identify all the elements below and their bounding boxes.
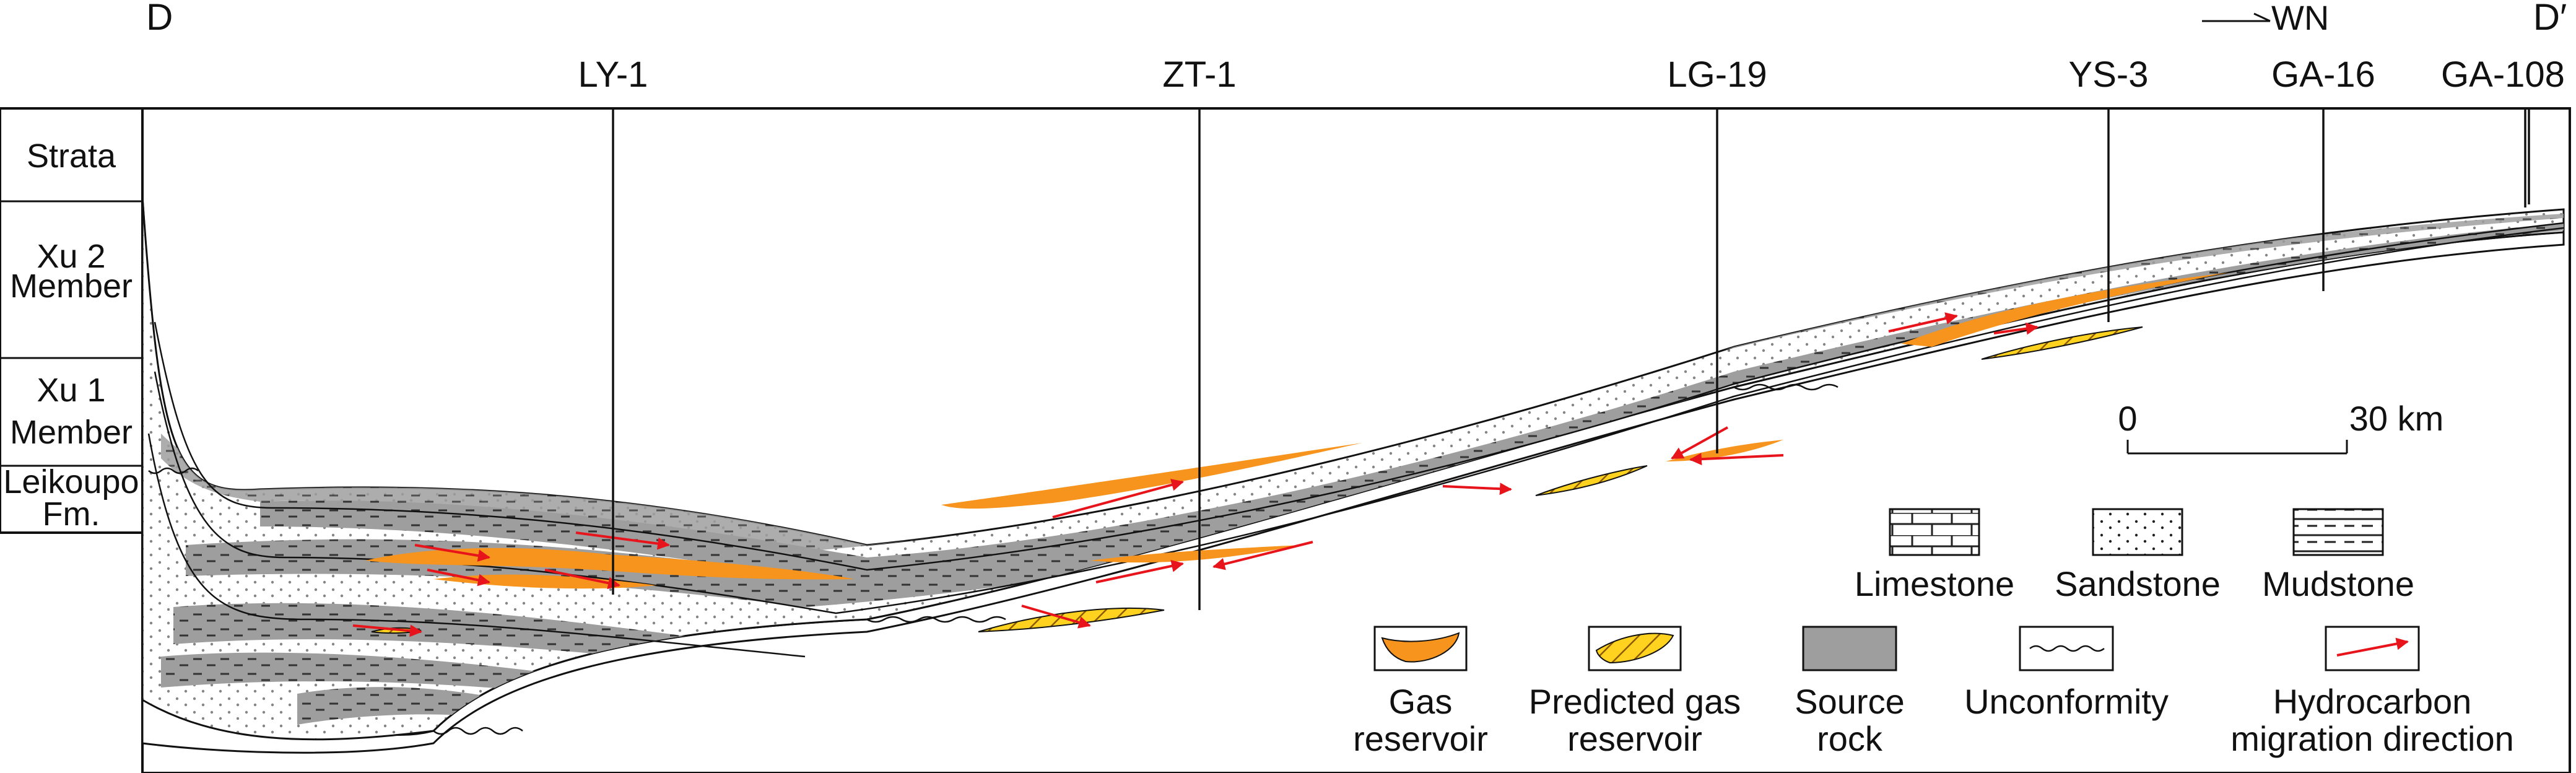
well-label-lg-19: LG-19: [1667, 55, 1767, 95]
basin-cross-section: [141, 108, 2565, 754]
source-rock-band: [186, 266, 2415, 607]
strata-xu2-line2: Member: [10, 268, 133, 305]
legend-unconformity-label: Unconformity: [1964, 682, 2169, 721]
legend-source-rock-line1: Source: [1795, 682, 1904, 721]
section-end-label: D′: [2533, 0, 2567, 38]
legend-predicted-line2: reservoir: [1567, 719, 1702, 758]
migration-arrow: [1442, 483, 1512, 496]
migration-arrow: [1095, 559, 1184, 583]
migration-arrow: [1671, 426, 1728, 460]
predicted-gas-reservoir: [1535, 465, 1648, 496]
well-label-ly-1: LY-1: [578, 55, 648, 95]
migration-arrow: [414, 544, 490, 562]
migration-arrow: [1052, 479, 1184, 518]
strata-xu1-line1: Xu 1: [37, 372, 105, 409]
legend-migration-line2: migration direction: [2230, 719, 2514, 758]
migration-arrow: [1212, 541, 1313, 570]
migration-arrows: [352, 312, 2039, 637]
migration-swatch-arrow: [2336, 637, 2409, 657]
predicted-gas-swatch: [1595, 632, 1674, 664]
gas-reservoir-swatch: [1381, 632, 1460, 663]
migration-arrow: [1689, 453, 1784, 466]
migration-arrow: [427, 569, 490, 587]
legend-source-rock-line2: rock: [1817, 719, 1883, 758]
strata-xu2-line1: Xu 2: [37, 238, 105, 275]
legend-limestone-label: Limestone: [1855, 564, 2014, 603]
migration-arrow: [352, 624, 422, 637]
strata-xu1-line2: Member: [10, 414, 133, 451]
well-labels: LY-1 ZT-1 LG-19 YS-3 GA-16 GA-108: [578, 55, 2565, 95]
legend-sandstone-label: Sandstone: [2055, 564, 2221, 603]
legend-gas-reservoir-line2: reservoir: [1353, 719, 1488, 758]
legend: Limestone Sandstone Mudstone Gas reservo…: [1353, 508, 2514, 758]
source-rock-band: [260, 223, 2564, 588]
source-rock-swatch: [1802, 626, 1897, 671]
sandstone-swatch: [2092, 508, 2183, 556]
well-label-ga-108: GA-108: [2441, 55, 2565, 95]
migration-arrow: [1993, 322, 2039, 335]
predicted-gas-reservoir: [1981, 326, 2143, 360]
strata-leikoupo-line2: Fm.: [43, 496, 100, 533]
well-label-ys-3: YS-3: [2069, 55, 2149, 95]
legend-predicted-line1: Predicted gas: [1529, 682, 1741, 721]
legend-gas-reservoir: Gas reservoir: [1353, 626, 1488, 758]
legend-migration-line1: Hydrocarbon: [2273, 682, 2472, 721]
legend-sandstone: Sandstone: [2055, 508, 2221, 603]
strata-header: Strata: [27, 138, 116, 175]
migration-arrow: [544, 569, 620, 590]
scale-bar: 0 30 km: [2118, 399, 2444, 455]
migration-arrow: [1021, 605, 1091, 629]
unconformity-swatch-line: [2029, 645, 2105, 652]
well-label-zt-1: ZT-1: [1162, 55, 1236, 95]
source-rock-band: [297, 687, 508, 725]
legend-limestone: Limestone: [1855, 508, 2014, 603]
unconformity-line: [148, 383, 1838, 735]
migration-arrow: [1888, 312, 1958, 333]
strata-leikoupo-line1: Leikoupo: [3, 463, 139, 500]
legend-gas-reservoir-line1: Gas: [1389, 682, 1453, 721]
scale-start: 0: [2118, 399, 2137, 438]
section-start-label: D: [146, 0, 173, 38]
gas-reservoir: [941, 443, 1362, 509]
well-columns: [612, 108, 2530, 610]
legend-mudstone: Mudstone: [2262, 508, 2414, 603]
direction-label: WN: [2271, 0, 2329, 37]
legend-predicted-gas-reservoir: Predicted gas reservoir: [1529, 626, 1741, 758]
gas-reservoir: [1090, 545, 1300, 563]
gas-reservoir: [1901, 273, 2229, 347]
migration-arrow: [575, 531, 670, 550]
legend-migration: Hydrocarbon migration direction: [2230, 626, 2514, 758]
legend-source-rock: Source rock: [1795, 626, 1905, 758]
legend-unconformity: Unconformity: [1964, 626, 2169, 721]
legend-mudstone-label: Mudstone: [2262, 564, 2414, 603]
mudstone-swatch: [2292, 508, 2384, 556]
limestone-swatch: [1889, 508, 1980, 556]
direction-indicator: WN: [2202, 0, 2329, 37]
scale-end: 30 km: [2349, 399, 2444, 438]
well-label-ga-16: GA-16: [2271, 55, 2375, 95]
